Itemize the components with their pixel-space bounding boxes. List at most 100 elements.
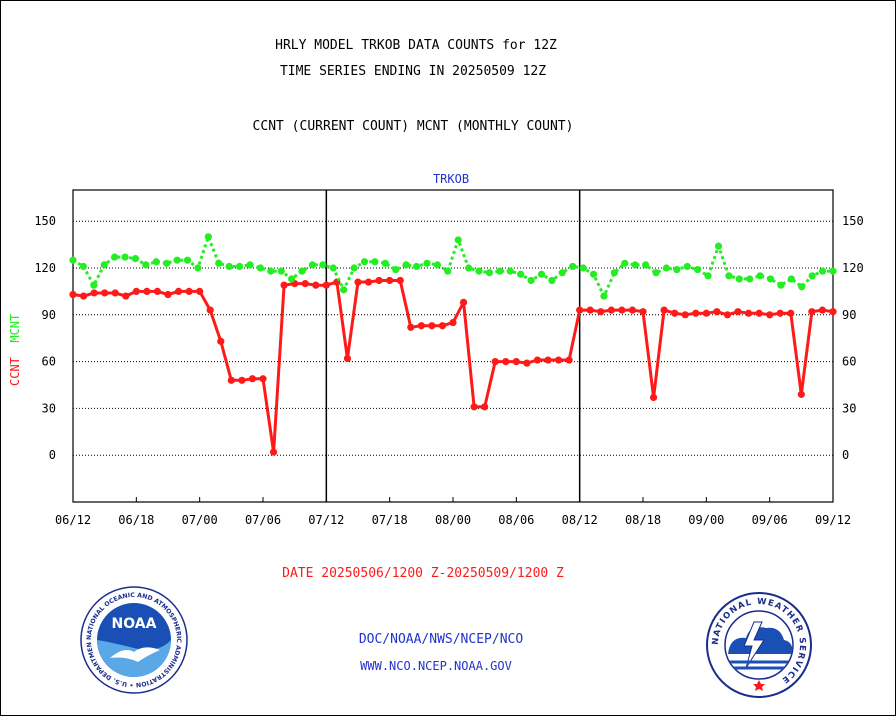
data-point-ccnt [660, 306, 668, 314]
data-point-mcnt [777, 281, 785, 289]
data-point-ccnt [259, 375, 267, 383]
data-point-ccnt [734, 308, 742, 316]
data-point-mcnt [694, 265, 702, 274]
y-tick-label-left: 0 [49, 448, 56, 462]
data-point-mcnt [142, 261, 150, 269]
y-tick-label-left: 120 [34, 261, 56, 275]
data-point-mcnt [714, 242, 723, 250]
date-range: DATE 20250506/1200 Z-20250509/1200 Z [282, 566, 564, 581]
data-point-mcnt [69, 256, 77, 264]
data-point-ccnt [322, 281, 330, 289]
data-point-ccnt [818, 306, 827, 314]
x-tick-label: 08/18 [625, 513, 661, 527]
y-tick-label-right: 60 [842, 355, 856, 369]
x-tick-label: 07/06 [245, 513, 281, 527]
x-tick-label: 09/12 [815, 513, 851, 527]
org-label[interactable]: DOC/NOAA/NWS/NCEP/NCO [358, 632, 524, 647]
data-point-mcnt [79, 262, 88, 271]
data-point-mcnt [423, 259, 431, 267]
data-point-ccnt [227, 376, 235, 384]
data-point-mcnt [392, 265, 400, 274]
data-point-mcnt [673, 265, 681, 274]
data-point-ccnt [649, 393, 658, 402]
data-point-ccnt [90, 289, 98, 297]
data-point-ccnt [597, 308, 605, 316]
data-point-mcnt [163, 259, 171, 267]
data-point-ccnt [755, 309, 763, 317]
data-point-ccnt [470, 403, 478, 411]
x-tick-label: 09/00 [688, 513, 724, 527]
data-point-mcnt [600, 292, 608, 300]
data-point-ccnt [417, 322, 425, 330]
y-tick-label-right: 0 [842, 448, 849, 462]
data-point-ccnt [702, 309, 710, 317]
data-point-mcnt [537, 270, 546, 278]
data-point-mcnt [569, 262, 577, 271]
data-point-mcnt [256, 264, 264, 272]
data-point-ccnt [153, 287, 162, 295]
data-point-ccnt [713, 308, 721, 316]
data-point-ccnt [364, 278, 373, 286]
data-point-mcnt [610, 269, 618, 277]
data-point-mcnt [444, 267, 452, 275]
data-point-mcnt [204, 233, 212, 241]
data-point-ccnt [481, 403, 489, 411]
data-point-ccnt [766, 311, 774, 319]
data-point-mcnt [621, 259, 629, 267]
data-point-ccnt [512, 358, 520, 366]
data-point-ccnt [776, 309, 784, 317]
data-point-ccnt [502, 358, 510, 366]
data-point-ccnt [491, 358, 499, 366]
data-point-ccnt [248, 375, 257, 383]
data-point-mcnt [329, 264, 337, 272]
data-point-mcnt [527, 276, 535, 285]
data-point-mcnt [485, 269, 494, 277]
y-tick-label-left: 30 [42, 401, 56, 415]
data-point-mcnt [131, 255, 140, 263]
data-point-ccnt [533, 356, 542, 364]
data-point-mcnt [683, 262, 691, 271]
data-point-mcnt [725, 272, 733, 280]
data-point-mcnt [454, 236, 462, 244]
data-point-ccnt [628, 306, 637, 314]
data-point-mcnt [766, 275, 775, 283]
data-point-ccnt [449, 319, 457, 327]
data-point-mcnt [662, 264, 671, 272]
data-point-mcnt [818, 267, 827, 275]
website-link[interactable]: WWW.NCO.NCEP.NOAA.GOV [360, 659, 512, 673]
data-point-ccnt [79, 292, 88, 300]
data-point-mcnt [350, 264, 358, 272]
data-point-mcnt [215, 259, 223, 267]
data-point-mcnt [517, 270, 525, 278]
y-tick-label-right: 120 [842, 261, 864, 275]
data-point-mcnt [90, 281, 98, 289]
data-point-ccnt [238, 376, 246, 384]
data-point-mcnt [288, 275, 296, 283]
series-line-ccnt [72, 279, 834, 454]
data-point-ccnt [185, 287, 193, 295]
data-point-mcnt [111, 253, 119, 261]
data-point-ccnt [396, 276, 404, 285]
data-point-mcnt [735, 275, 743, 283]
data-point-mcnt [360, 258, 369, 266]
data-point-mcnt [173, 256, 181, 264]
data-point-ccnt [407, 323, 415, 331]
data-point-mcnt [225, 262, 233, 271]
data-point-mcnt [787, 275, 795, 283]
data-point-ccnt [692, 309, 700, 317]
data-point-ccnt [554, 356, 563, 364]
data-point-ccnt [69, 290, 77, 299]
x-tick-label: 07/12 [308, 513, 344, 527]
data-point-ccnt [681, 311, 689, 319]
data-point-ccnt [586, 306, 594, 314]
data-point-mcnt [246, 261, 254, 269]
data-point-ccnt [375, 276, 383, 285]
data-point-mcnt [829, 267, 837, 275]
data-point-ccnt [354, 278, 362, 286]
data-point-ccnt [797, 390, 805, 398]
data-point-ccnt [280, 281, 288, 289]
data-point-mcnt [506, 267, 514, 275]
data-point-ccnt [576, 306, 584, 314]
data-point-ccnt [312, 281, 320, 289]
data-point-ccnt [523, 359, 531, 367]
